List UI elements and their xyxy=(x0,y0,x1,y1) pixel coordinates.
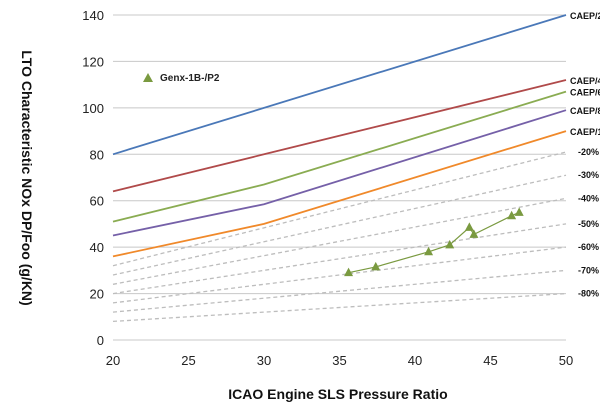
y-tick-label: 140 xyxy=(82,8,104,23)
reduction-line xyxy=(112,151,567,267)
legend-triangle-icon xyxy=(143,73,153,82)
x-tick-label: 40 xyxy=(408,353,422,368)
label-layer: -20% -30% -40% -50% -60% -70% -80% CAEP/2 CAEP/4… xyxy=(570,11,600,299)
genx-data-point xyxy=(445,239,455,249)
series-label: CAEP/2 xyxy=(570,11,600,21)
genx-data-point xyxy=(371,261,381,271)
y-tick-label: 120 xyxy=(82,54,104,69)
legend-label: Genx-1B-/P2 xyxy=(160,73,220,84)
reduction-line-label: -40% xyxy=(578,193,599,203)
series-line xyxy=(112,109,567,237)
series-label: CAEP/6 xyxy=(570,88,600,98)
reduction-line-label: -80% xyxy=(578,289,599,299)
x-tick-label: 35 xyxy=(332,353,346,368)
reduction-line-label: -70% xyxy=(578,265,599,275)
series-label: CAEP/8 xyxy=(570,106,600,116)
y-tick-label: 40 xyxy=(90,240,104,255)
genx-data-point xyxy=(507,210,517,220)
genx-data-point xyxy=(464,222,474,231)
reduction-line xyxy=(112,174,567,276)
x-tick-label: 20 xyxy=(106,353,120,368)
x-tick-label: 50 xyxy=(559,353,573,368)
series-label: CAEP/10 xyxy=(570,127,600,137)
series-line xyxy=(112,90,567,223)
genx-data-point xyxy=(344,267,354,277)
reduction-line xyxy=(112,292,567,323)
series-line xyxy=(112,79,567,193)
reduction-layer xyxy=(112,151,567,323)
genx-data-point xyxy=(469,229,479,238)
y-axis-title: LTO Characteristic NOx DP/Foo (g/KN) xyxy=(19,50,35,305)
x-tick-label: 45 xyxy=(483,353,497,368)
series-line xyxy=(112,14,567,156)
series-layer xyxy=(112,14,567,258)
y-tick-label: 20 xyxy=(90,287,104,302)
points-layer xyxy=(344,207,524,277)
legend: Genx-1B-/P2 xyxy=(143,73,220,84)
x-axis-title: ICAO Engine SLS Pressure Ratio xyxy=(228,386,447,402)
reduction-line-label: -60% xyxy=(578,242,599,252)
genx-data-point xyxy=(514,207,524,216)
series-line xyxy=(112,130,567,258)
x-tick-label: 25 xyxy=(181,353,195,368)
genx-data-point xyxy=(424,246,434,256)
reduction-line xyxy=(112,246,567,304)
reduction-line-label: -20% xyxy=(578,147,599,157)
reduction-line xyxy=(112,223,567,295)
series-label: CAEP/4 xyxy=(570,76,600,86)
y-tick-label: 80 xyxy=(90,147,104,162)
reduction-line-label: -50% xyxy=(578,219,599,229)
y-tick-label: 100 xyxy=(82,101,104,116)
x-tick-label: 30 xyxy=(257,353,271,368)
y-tick-label: 0 xyxy=(97,333,104,348)
y-tick-label: 60 xyxy=(90,194,104,209)
genx-trend-line xyxy=(348,211,520,274)
reduction-line-label: -30% xyxy=(578,170,599,180)
reduction-line xyxy=(112,269,567,313)
